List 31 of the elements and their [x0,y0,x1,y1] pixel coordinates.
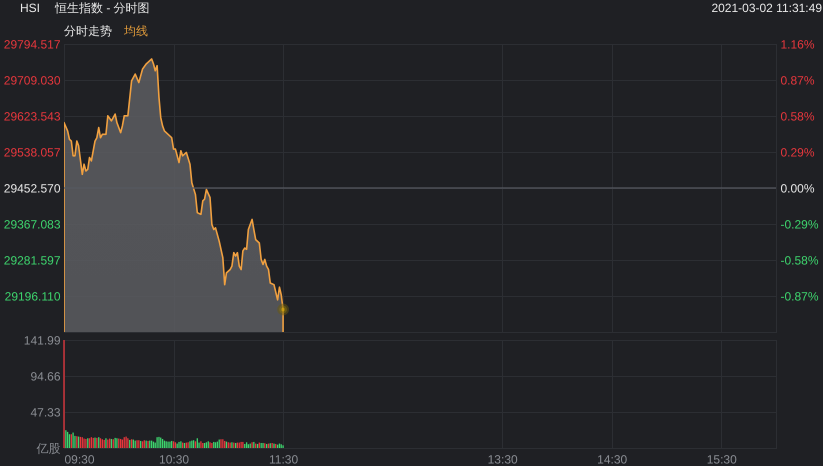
y2-tick-label: 0.87% [780,74,815,88]
y-tick-label: 亿股 [36,442,60,456]
y-tick-label: 29538.057 [4,146,61,160]
y-tick-label: 29452.570 [4,182,61,196]
y2-tick-label: 0.29% [780,146,815,160]
y-tick-label: 47.33 [30,406,61,420]
y2-tick-label: 1.16% [780,38,815,52]
text: 分时走势 [64,24,112,38]
y-tick-label: 29367.083 [4,218,61,232]
text: 均线 [123,24,148,38]
x-tick-label: 15:30 [706,452,738,466]
y-tick-label: 29623.543 [4,110,61,124]
x-tick-label: 10:30 [159,452,190,466]
y2-tick-label: 0.58% [780,110,815,124]
y2-tick-label: -0.87% [780,290,819,304]
y2-tick-label: 0.00% [780,182,815,196]
y-tick-label: 94.66 [30,370,61,384]
x-tick-label: 11:30 [269,452,298,466]
x-tick-label: 14:30 [597,452,628,466]
y-tick-label: 29196.110 [4,290,61,304]
y-tick-label: 29794.517 [4,38,61,52]
y2-tick-label: -0.58% [780,254,819,268]
y-tick-label: 29281.597 [4,254,61,268]
y-tick-label: 29709.030 [4,74,61,88]
chart-subtitle: 恒生指数 - 分时图 [54,1,150,15]
x-tick-label: 13:30 [488,452,518,466]
y2-tick-label: -0.29% [780,218,819,232]
x-tick-label: 09:30 [64,452,95,466]
chart-title: HSI [20,1,40,15]
text: 2021-03-02 11:31:49 [711,1,822,15]
y-tick-label: 141.99 [24,334,61,348]
